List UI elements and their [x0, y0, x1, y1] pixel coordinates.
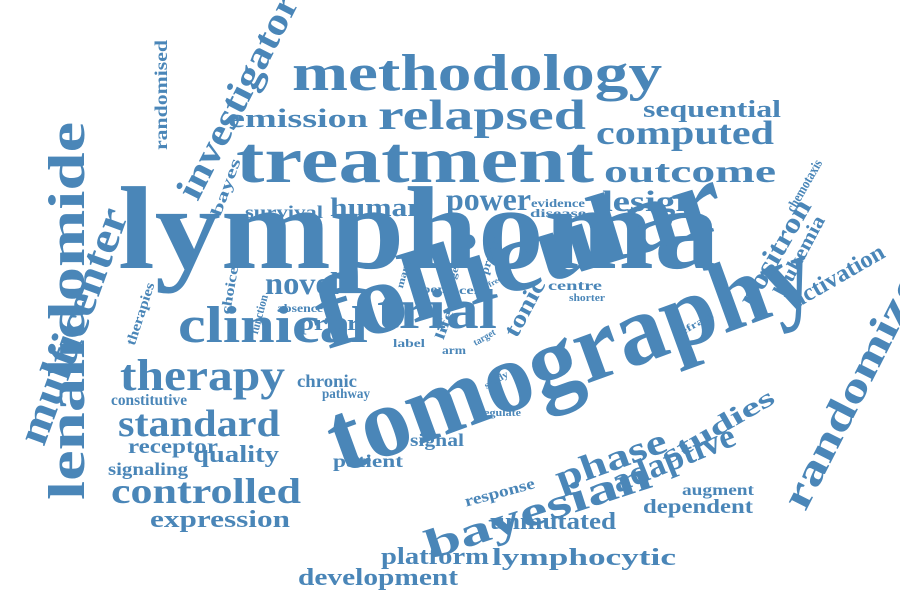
word: design	[591, 185, 697, 218]
word: trial	[377, 279, 497, 341]
word: cell	[459, 283, 483, 297]
word: prior	[299, 310, 359, 335]
word: therapy	[120, 351, 285, 400]
word: absence	[277, 301, 323, 315]
word: emission	[228, 104, 368, 133]
word: lymphocytic	[492, 545, 676, 571]
word: novel	[265, 265, 339, 301]
word: receptor	[128, 436, 218, 458]
word: controlled	[111, 471, 301, 511]
word: constitutive	[111, 392, 188, 409]
word: arm	[442, 343, 466, 357]
word: treatment	[236, 124, 595, 197]
word: evidence	[531, 196, 585, 210]
word: signaling	[108, 459, 189, 479]
word: methodology	[292, 45, 663, 102]
word: lymphoma	[118, 163, 721, 294]
word: platform	[381, 544, 489, 570]
word: outcome	[604, 153, 777, 189]
word: relapsed	[378, 93, 586, 139]
word: regulate	[479, 408, 521, 419]
word: dependent	[643, 496, 753, 518]
word: unmutated	[490, 509, 617, 535]
word: signal	[410, 430, 464, 450]
word: power	[446, 181, 531, 217]
word: survival	[245, 202, 324, 222]
word: quality	[193, 442, 280, 468]
word: chronic	[297, 371, 357, 391]
word: disease	[530, 206, 587, 220]
word: standard	[118, 403, 281, 445]
word: label	[393, 336, 425, 350]
word: centre	[548, 279, 603, 294]
word: augment	[682, 482, 755, 499]
word: patient	[333, 451, 403, 471]
word: pathway	[322, 387, 371, 402]
word: development	[298, 565, 459, 590]
word: randomised	[151, 39, 171, 150]
word: computed	[596, 115, 775, 152]
word: human	[330, 193, 425, 222]
word: shorter	[569, 293, 605, 304]
word: expression	[150, 507, 290, 533]
word: open	[414, 282, 446, 296]
word: clinical	[178, 297, 369, 354]
word: sequential	[643, 97, 782, 123]
